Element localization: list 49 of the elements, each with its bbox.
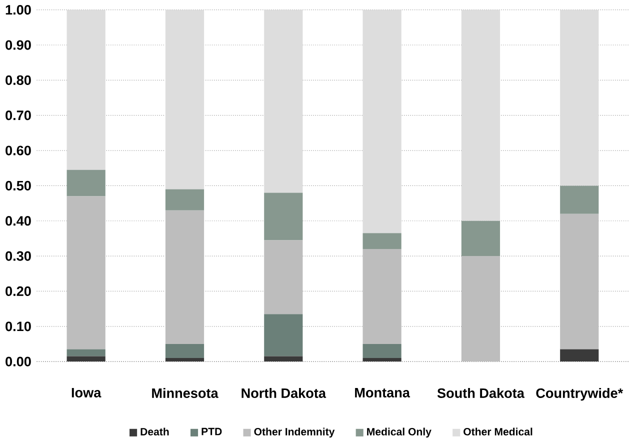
bar <box>461 10 500 222</box>
bar <box>362 358 402 362</box>
bar <box>362 233 402 250</box>
y-tick-label: 0.30 <box>6 251 31 262</box>
y-tick-label: 0.60 <box>6 146 31 156</box>
legend-label: Other Indemnity <box>254 428 335 438</box>
bar <box>165 10 204 190</box>
x-tick-label: Montana <box>355 388 410 398</box>
bar <box>264 240 303 314</box>
legend-label: Death <box>140 428 169 436</box>
bar <box>66 170 106 196</box>
y-tick-label: 1.00 <box>6 5 31 15</box>
y-tick-label: 0.20 <box>6 286 31 296</box>
legend-label: Other Medical <box>464 428 532 436</box>
bar <box>66 196 106 350</box>
y-tick-label: 0.50 <box>6 181 31 191</box>
bar <box>264 356 303 362</box>
bar <box>66 349 106 356</box>
bar <box>165 344 204 358</box>
bar <box>66 10 106 170</box>
bar <box>461 221 500 256</box>
bar <box>264 314 303 356</box>
legend-label: PTD <box>202 428 222 436</box>
bar <box>165 210 204 344</box>
bar <box>560 186 599 214</box>
bar <box>362 10 402 234</box>
bar <box>165 189 204 211</box>
x-tick-label: Minnesota <box>152 388 218 398</box>
x-tick-label: South Dakota <box>437 388 525 398</box>
legend-label: Medical Only <box>367 428 432 438</box>
bar <box>165 358 204 362</box>
bar <box>264 10 303 193</box>
bar <box>362 344 402 358</box>
y-tick-label: 0.80 <box>6 76 31 86</box>
y-tick-label: 0.70 <box>6 110 31 120</box>
bar <box>66 356 106 362</box>
bar <box>362 249 402 344</box>
x-tick-label: Iowa <box>72 388 102 398</box>
bar <box>560 10 599 186</box>
bar <box>264 192 303 240</box>
bar <box>560 349 599 362</box>
y-tick-label: 0.00 <box>6 356 31 367</box>
y-tick-label: 0.40 <box>6 216 31 226</box>
x-tick-label: Countrywide* <box>536 388 624 401</box>
bar <box>560 214 599 350</box>
bar <box>461 256 500 362</box>
y-tick-label: 0.10 <box>6 322 31 332</box>
y-tick-label: 0.90 <box>6 40 31 50</box>
x-tick-label: North Dakota <box>242 388 326 398</box>
